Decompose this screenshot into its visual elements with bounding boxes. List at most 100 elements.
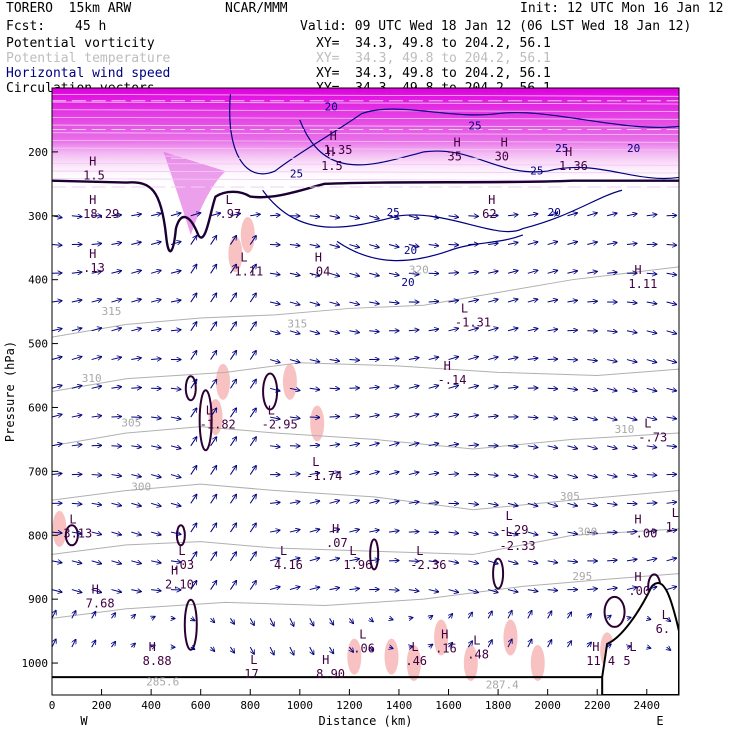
wind-vector — [111, 387, 121, 389]
pv-low-marker: L — [629, 640, 636, 654]
wind-vector — [349, 500, 359, 503]
wind-vector — [527, 299, 538, 302]
wind-vector — [607, 331, 617, 332]
wind-vector — [408, 502, 419, 504]
wind-vector — [567, 242, 577, 245]
wind-vector — [91, 561, 102, 564]
wind-vector — [527, 561, 538, 564]
wind-vector — [111, 328, 121, 331]
wind-vector — [111, 215, 121, 216]
wind-vector — [567, 417, 577, 419]
wind-vector — [309, 302, 320, 305]
wind-vector — [547, 388, 558, 389]
wind-vector — [91, 386, 102, 388]
wind-vector — [249, 293, 256, 303]
wind-vector — [369, 273, 379, 276]
wind-vector — [547, 242, 558, 245]
wind-vector — [626, 446, 637, 448]
wind-vector — [131, 643, 135, 647]
wind-vector — [349, 245, 359, 248]
wind-vector — [547, 359, 558, 360]
wind-vector — [448, 273, 459, 274]
wind-vector — [289, 331, 300, 334]
wind-vector — [269, 618, 274, 626]
wind-vector — [71, 590, 82, 593]
wind-vector — [606, 417, 617, 420]
wind-vector — [627, 617, 631, 618]
wind-vector — [389, 618, 393, 619]
wind-vector — [131, 532, 141, 535]
wind-vector — [329, 331, 340, 333]
x-tick-label: 1000 — [287, 699, 314, 712]
wind-vector — [587, 475, 597, 478]
wind-vector — [210, 293, 217, 303]
wind-vector — [587, 417, 597, 420]
wind-vector — [190, 213, 201, 216]
wind-vector — [269, 331, 280, 334]
wind-vector — [607, 615, 611, 618]
wind-vector — [626, 531, 637, 532]
wind-vector — [567, 612, 571, 619]
pv-extremum-value: .03 — [172, 558, 194, 572]
wind-vector — [170, 503, 181, 506]
wind-vector — [408, 216, 419, 219]
wind-vector — [468, 300, 478, 302]
wind-vector — [309, 445, 320, 446]
pv-extremum-value: 1.35 — [324, 143, 353, 157]
wind-vector — [488, 503, 498, 505]
wind-vector — [329, 417, 340, 418]
wind-vector — [190, 581, 197, 590]
wind-vector — [388, 216, 399, 219]
wind-vector — [388, 358, 399, 359]
theta-contour — [52, 528, 679, 555]
wind-vector — [388, 302, 399, 303]
theta-label: 285.6 — [146, 675, 179, 688]
wind-vector — [131, 328, 141, 331]
wind-vector — [309, 273, 320, 276]
wind-vector — [210, 494, 217, 504]
wind-vector — [626, 587, 637, 589]
pv-extremum-value: 4.16 — [274, 558, 303, 572]
legend-pv-name: Potential vorticity — [6, 36, 155, 51]
wind-vector — [249, 581, 256, 590]
pv-extremum-value: .00 — [628, 584, 650, 598]
wind-vector — [170, 242, 181, 245]
wind-vector — [468, 590, 478, 593]
pv-low-marker: L — [506, 525, 513, 539]
pv-extremum-value: 1.5 — [83, 168, 105, 182]
wind-vector — [408, 358, 419, 360]
pv-extremum-value: 62 — [482, 207, 496, 221]
wind-vector — [111, 271, 121, 274]
wind-vector — [111, 357, 121, 359]
wind-vector — [408, 532, 419, 533]
wind-vector — [111, 532, 121, 535]
pv-low-marker: L — [268, 404, 275, 418]
wind-vector — [527, 610, 532, 619]
wind-vector — [349, 444, 359, 446]
wind-vector — [369, 530, 379, 532]
wind-vector — [428, 385, 439, 388]
wind-vector — [170, 271, 181, 274]
wind-vector — [408, 590, 419, 592]
wind-vector — [52, 301, 62, 302]
pv-contour — [183, 598, 198, 651]
y-tick-label: 300 — [28, 210, 48, 223]
wind-vector — [428, 503, 439, 504]
wind-vector — [647, 647, 651, 648]
wind-vector — [646, 273, 657, 274]
wind-vector — [249, 379, 256, 389]
wind-vector — [230, 236, 236, 245]
wind-vector — [468, 641, 472, 648]
wind-vector — [488, 386, 498, 388]
wind-vector — [666, 302, 677, 304]
wind-vector — [527, 590, 538, 592]
wind-vector — [408, 472, 419, 474]
pv-low-marker: L — [240, 250, 247, 264]
wind-vector — [289, 360, 300, 363]
wind-vector — [349, 273, 359, 276]
wind-vector — [547, 561, 558, 563]
wind-vector — [190, 408, 197, 418]
pv-extremum-value: 8.88 — [143, 654, 172, 668]
wind-vector — [249, 466, 256, 475]
wind-vector — [52, 639, 56, 648]
